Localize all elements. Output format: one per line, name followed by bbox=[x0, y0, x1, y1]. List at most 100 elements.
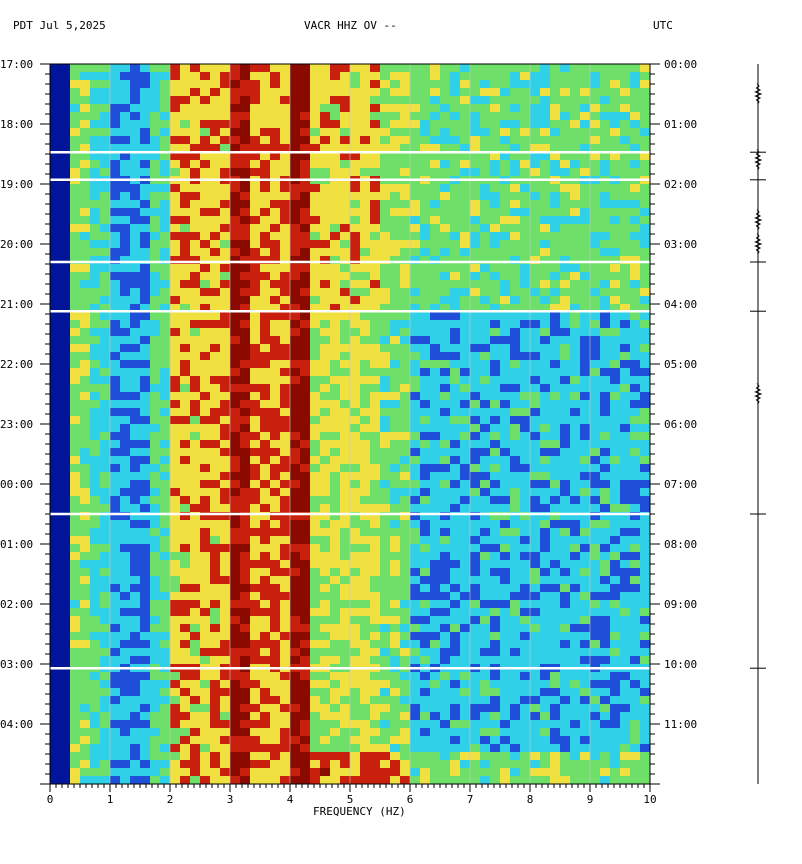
heatmap-cell bbox=[590, 416, 601, 425]
heatmap-cell bbox=[430, 592, 441, 601]
heatmap-cell bbox=[330, 152, 341, 161]
heatmap-cell bbox=[400, 512, 411, 521]
heatmap-cell bbox=[50, 152, 61, 161]
heatmap-cell bbox=[280, 320, 291, 329]
heatmap-cell bbox=[610, 408, 621, 417]
heatmap-cell bbox=[550, 712, 561, 721]
heatmap-cell bbox=[310, 312, 321, 321]
heatmap-cell bbox=[180, 576, 191, 585]
heatmap-cell bbox=[330, 104, 341, 113]
heatmap-cell bbox=[220, 368, 231, 377]
heatmap-cell bbox=[130, 448, 141, 457]
heatmap-cell bbox=[630, 208, 641, 217]
heatmap-cell bbox=[390, 96, 401, 105]
heatmap-cell bbox=[560, 144, 571, 153]
heatmap-cell bbox=[150, 552, 161, 561]
heatmap-cell bbox=[420, 624, 431, 633]
heatmap-cell bbox=[180, 248, 191, 257]
heatmap-cell bbox=[230, 208, 241, 217]
heatmap-cell bbox=[450, 472, 461, 481]
heatmap-cell bbox=[80, 592, 91, 601]
heatmap-cell bbox=[620, 232, 631, 241]
heatmap-cell bbox=[50, 400, 61, 409]
heatmap-cell bbox=[230, 640, 241, 649]
heatmap-cell bbox=[60, 104, 71, 113]
heatmap-cell bbox=[90, 536, 101, 545]
heatmap-cell bbox=[100, 232, 111, 241]
heatmap-cell bbox=[380, 552, 391, 561]
heatmap-cell bbox=[490, 352, 501, 361]
heatmap-cell bbox=[540, 648, 551, 657]
heatmap-cell bbox=[340, 424, 351, 433]
heatmap-cell bbox=[400, 216, 411, 225]
heatmap-cell bbox=[90, 280, 101, 289]
heatmap-cell bbox=[530, 344, 541, 353]
heatmap-cell bbox=[160, 472, 171, 481]
heatmap-cell bbox=[240, 152, 251, 161]
heatmap-cell bbox=[180, 160, 191, 169]
heatmap-cell bbox=[500, 120, 511, 129]
heatmap-cell bbox=[460, 720, 471, 729]
heatmap-cell bbox=[150, 344, 161, 353]
heatmap-cell bbox=[410, 696, 421, 705]
heatmap-cell bbox=[110, 560, 121, 569]
heatmap-cell bbox=[80, 112, 91, 121]
heatmap-cell bbox=[120, 488, 131, 497]
heatmap-cell bbox=[640, 680, 651, 689]
heatmap-cell bbox=[200, 512, 211, 521]
heatmap-cell bbox=[450, 344, 461, 353]
heatmap-cell bbox=[350, 440, 361, 449]
heatmap-cell bbox=[330, 608, 341, 617]
heatmap-cell bbox=[160, 232, 171, 241]
heatmap-cell bbox=[60, 728, 71, 737]
heatmap-cell bbox=[600, 104, 611, 113]
heatmap-cell bbox=[550, 544, 561, 553]
heatmap-cell bbox=[130, 88, 141, 97]
heatmap-cell bbox=[360, 400, 371, 409]
heatmap-cell bbox=[150, 696, 161, 705]
heatmap-cell bbox=[430, 344, 441, 353]
heatmap-cell bbox=[510, 488, 521, 497]
heatmap-cell bbox=[470, 256, 481, 265]
heatmap-cell bbox=[560, 408, 571, 417]
heatmap-cell bbox=[270, 264, 281, 273]
heatmap-cell bbox=[520, 704, 531, 713]
heatmap-cell bbox=[510, 280, 521, 289]
heatmap-cell bbox=[110, 336, 121, 345]
heatmap-cell bbox=[280, 104, 291, 113]
heatmap-cell bbox=[290, 136, 301, 145]
heatmap-cell bbox=[430, 336, 441, 345]
heatmap-cell bbox=[550, 640, 561, 649]
heatmap-cell bbox=[330, 688, 341, 697]
heatmap-cell bbox=[390, 392, 401, 401]
heatmap-cell bbox=[390, 112, 401, 121]
heatmap-cell bbox=[440, 392, 451, 401]
heatmap-cell bbox=[340, 328, 351, 337]
heatmap-cell bbox=[440, 112, 451, 121]
heatmap-cell bbox=[440, 480, 451, 489]
heatmap-cell bbox=[230, 520, 241, 529]
heatmap-cell bbox=[540, 80, 551, 89]
heatmap-cell bbox=[190, 432, 201, 441]
heatmap-cell bbox=[640, 120, 651, 129]
heatmap-cell bbox=[630, 688, 641, 697]
heatmap-cell bbox=[200, 464, 211, 473]
heatmap-cell bbox=[480, 616, 491, 625]
heatmap-cell bbox=[80, 144, 91, 153]
heatmap-cell bbox=[390, 344, 401, 353]
heatmap-cell bbox=[440, 256, 451, 265]
heatmap-cell bbox=[610, 320, 621, 329]
heatmap-cell bbox=[460, 248, 471, 257]
heatmap-cell bbox=[290, 240, 301, 249]
heatmap-cell bbox=[460, 240, 471, 249]
heatmap-cell bbox=[570, 384, 581, 393]
heatmap-cell bbox=[610, 536, 621, 545]
heatmap-cell bbox=[400, 272, 411, 281]
heatmap-cell bbox=[460, 584, 471, 593]
heatmap-cell bbox=[60, 696, 71, 705]
heatmap-cell bbox=[100, 320, 111, 329]
heatmap-cell bbox=[550, 400, 561, 409]
heatmap-cell bbox=[310, 440, 321, 449]
heatmap-cell bbox=[290, 384, 301, 393]
heatmap-cell bbox=[230, 480, 241, 489]
